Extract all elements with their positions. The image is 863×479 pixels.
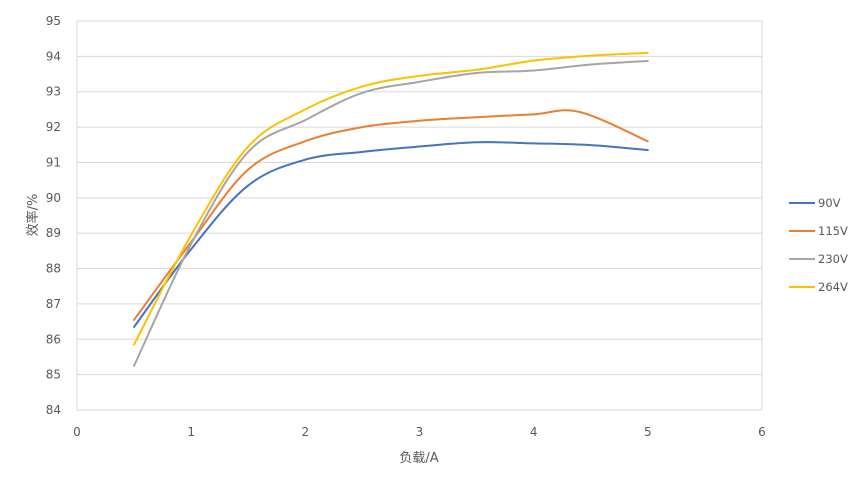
y-tick-label: 87 — [46, 297, 61, 311]
x-tick-label: 2 — [302, 425, 310, 439]
legend-item: 264V — [789, 280, 848, 294]
legend-label: 264V — [818, 280, 848, 294]
series-line-264V — [133, 51, 649, 346]
grid-lines — [77, 55, 762, 376]
series-line-115V — [133, 109, 649, 321]
y-tick-label: 86 — [46, 332, 61, 346]
y-tick-label: 85 — [46, 368, 61, 382]
y-tick-label: 92 — [46, 120, 61, 134]
legend-item: 90V — [789, 196, 841, 210]
y-tick-label: 93 — [46, 85, 61, 99]
y-tick-label: 90 — [46, 191, 61, 205]
series-line-230V — [133, 59, 649, 367]
y-tick-label: 88 — [46, 262, 61, 276]
y-tick-label: 84 — [46, 403, 61, 417]
plot-area-frame — [76, 20, 763, 411]
x-tick-label: 1 — [187, 425, 195, 439]
legend-label: 90V — [818, 196, 841, 210]
y-tick-label: 95 — [46, 14, 61, 28]
x-tick-label: 4 — [530, 425, 538, 439]
legend-label: 115V — [818, 224, 848, 238]
x-axis-ticks: 0 1 2 3 4 5 6 — [73, 425, 766, 439]
x-tick-label: 6 — [758, 425, 766, 439]
legend-label: 230V — [818, 252, 848, 266]
legend-item: 230V — [789, 252, 848, 266]
y-axis-title: 效率/% — [25, 194, 41, 237]
x-tick-label: 5 — [644, 425, 652, 439]
y-tick-label: 94 — [46, 49, 61, 63]
x-tick-label: 3 — [416, 425, 424, 439]
series-lines — [133, 51, 649, 367]
x-axis-title: 负载/A — [399, 451, 438, 466]
legend: 90V 115V 230V 264V — [789, 196, 848, 294]
series-line-90V — [133, 141, 649, 328]
y-tick-label: 91 — [46, 155, 61, 169]
y-axis-ticks: 84 85 86 87 88 89 90 91 92 93 94 95 — [46, 14, 61, 417]
legend-item: 115V — [789, 224, 848, 238]
x-tick-label: 0 — [73, 425, 81, 439]
y-tick-label: 89 — [46, 226, 61, 240]
